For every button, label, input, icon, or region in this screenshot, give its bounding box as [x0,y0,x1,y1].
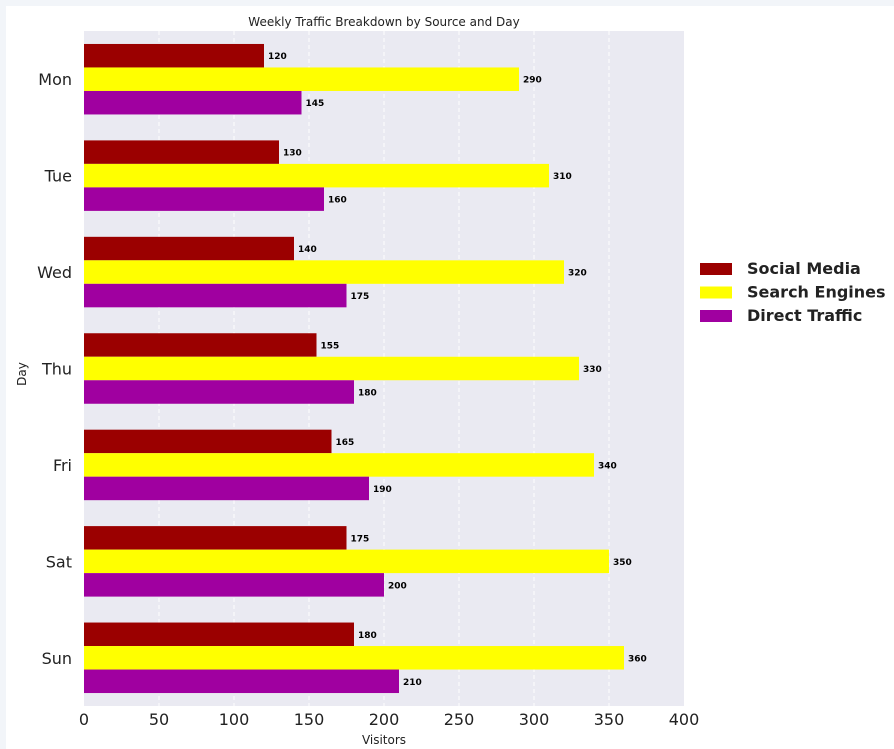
legend-swatch [700,310,732,322]
x-tick-label: 400 [669,710,700,729]
bar-fri-direct-traffic [84,476,369,501]
data-label: 210 [403,678,422,688]
y-tick-label: Sat [46,552,72,571]
chart-figure: 120 290 145 Mon 130 310 160 Tue 140 320 175 Wed 155 3… [6,6,894,749]
y-tick-label: Mon [38,70,72,89]
data-label: 200 [388,581,407,591]
data-label: 130 [283,149,302,159]
data-label: 160 [328,196,347,206]
y-tick-label: Sun [42,649,72,668]
x-tick-label: 200 [369,710,400,729]
bar-thu-social-media [84,333,317,357]
data-label: 140 [298,245,317,255]
bar-sat-social-media [84,526,347,550]
bar-thu-search-engines [84,356,579,381]
bar-mon-search-engines [84,67,519,91]
bar-mon-direct-traffic [84,90,302,115]
bar-fri-social-media [84,429,332,454]
legend-swatch [700,286,732,299]
data-label: 190 [373,485,392,495]
legend-label: Search Engines [747,283,886,302]
data-label: 180 [358,631,377,641]
bar-chart: 120 290 145 Mon 130 310 160 Tue 140 320 175 Wed 155 3… [15,15,886,747]
data-label: 290 [523,76,542,86]
plot-layer: 120 290 145 Mon 130 310 160 Tue 140 320 175 Wed 155 3… [37,31,886,729]
data-label: 175 [351,292,370,302]
data-label: 165 [336,438,355,448]
bar-sat-direct-traffic [84,573,384,597]
x-tick-label: 150 [294,710,325,729]
bar-wed-social-media [84,236,294,261]
legend-label: Social Media [747,259,861,278]
data-label: 120 [268,52,287,62]
legend: Social Media Search Engines Direct Traffic [700,259,886,325]
x-axis-label: Visitors [362,733,406,747]
y-axis-label: Day [15,362,29,386]
y-tick-label: Fri [53,456,72,475]
data-label: 320 [568,269,587,279]
data-label: 340 [598,461,617,471]
x-tick-label: 250 [444,710,475,729]
bar-thu-direct-traffic [84,380,354,404]
bar-tue-search-engines [84,163,549,188]
y-tick-label: Wed [37,263,72,282]
data-label: 360 [628,654,647,664]
data-label: 330 [583,365,602,375]
bar-sat-search-engines [84,549,609,574]
data-label: 145 [306,99,325,109]
chart-title: Weekly Traffic Breakdown by Source and D… [248,15,519,29]
data-label: 310 [553,172,572,182]
data-label: 180 [358,389,377,399]
bar-sun-search-engines [84,646,624,670]
data-label: 155 [321,342,340,352]
legend-label: Direct Traffic [747,306,862,325]
bar-sun-social-media [84,622,354,647]
bar-tue-social-media [84,140,279,164]
legend-swatch [700,263,732,275]
bar-wed-direct-traffic [84,283,347,308]
x-tick-label: 0 [79,710,89,729]
data-label: 175 [351,534,370,544]
x-tick-label: 350 [594,710,625,729]
bar-sun-direct-traffic [84,669,399,694]
data-label: 350 [613,558,632,568]
y-tick-label: Tue [44,167,72,186]
bar-tue-direct-traffic [84,187,324,211]
x-tick-label: 300 [519,710,550,729]
bar-wed-search-engines [84,260,564,284]
bar-fri-search-engines [84,453,594,477]
bar-mon-social-media [84,43,264,68]
y-tick-label: Thu [41,360,72,379]
x-tick-label: 100 [219,710,250,729]
x-tick-label: 50 [149,710,169,729]
